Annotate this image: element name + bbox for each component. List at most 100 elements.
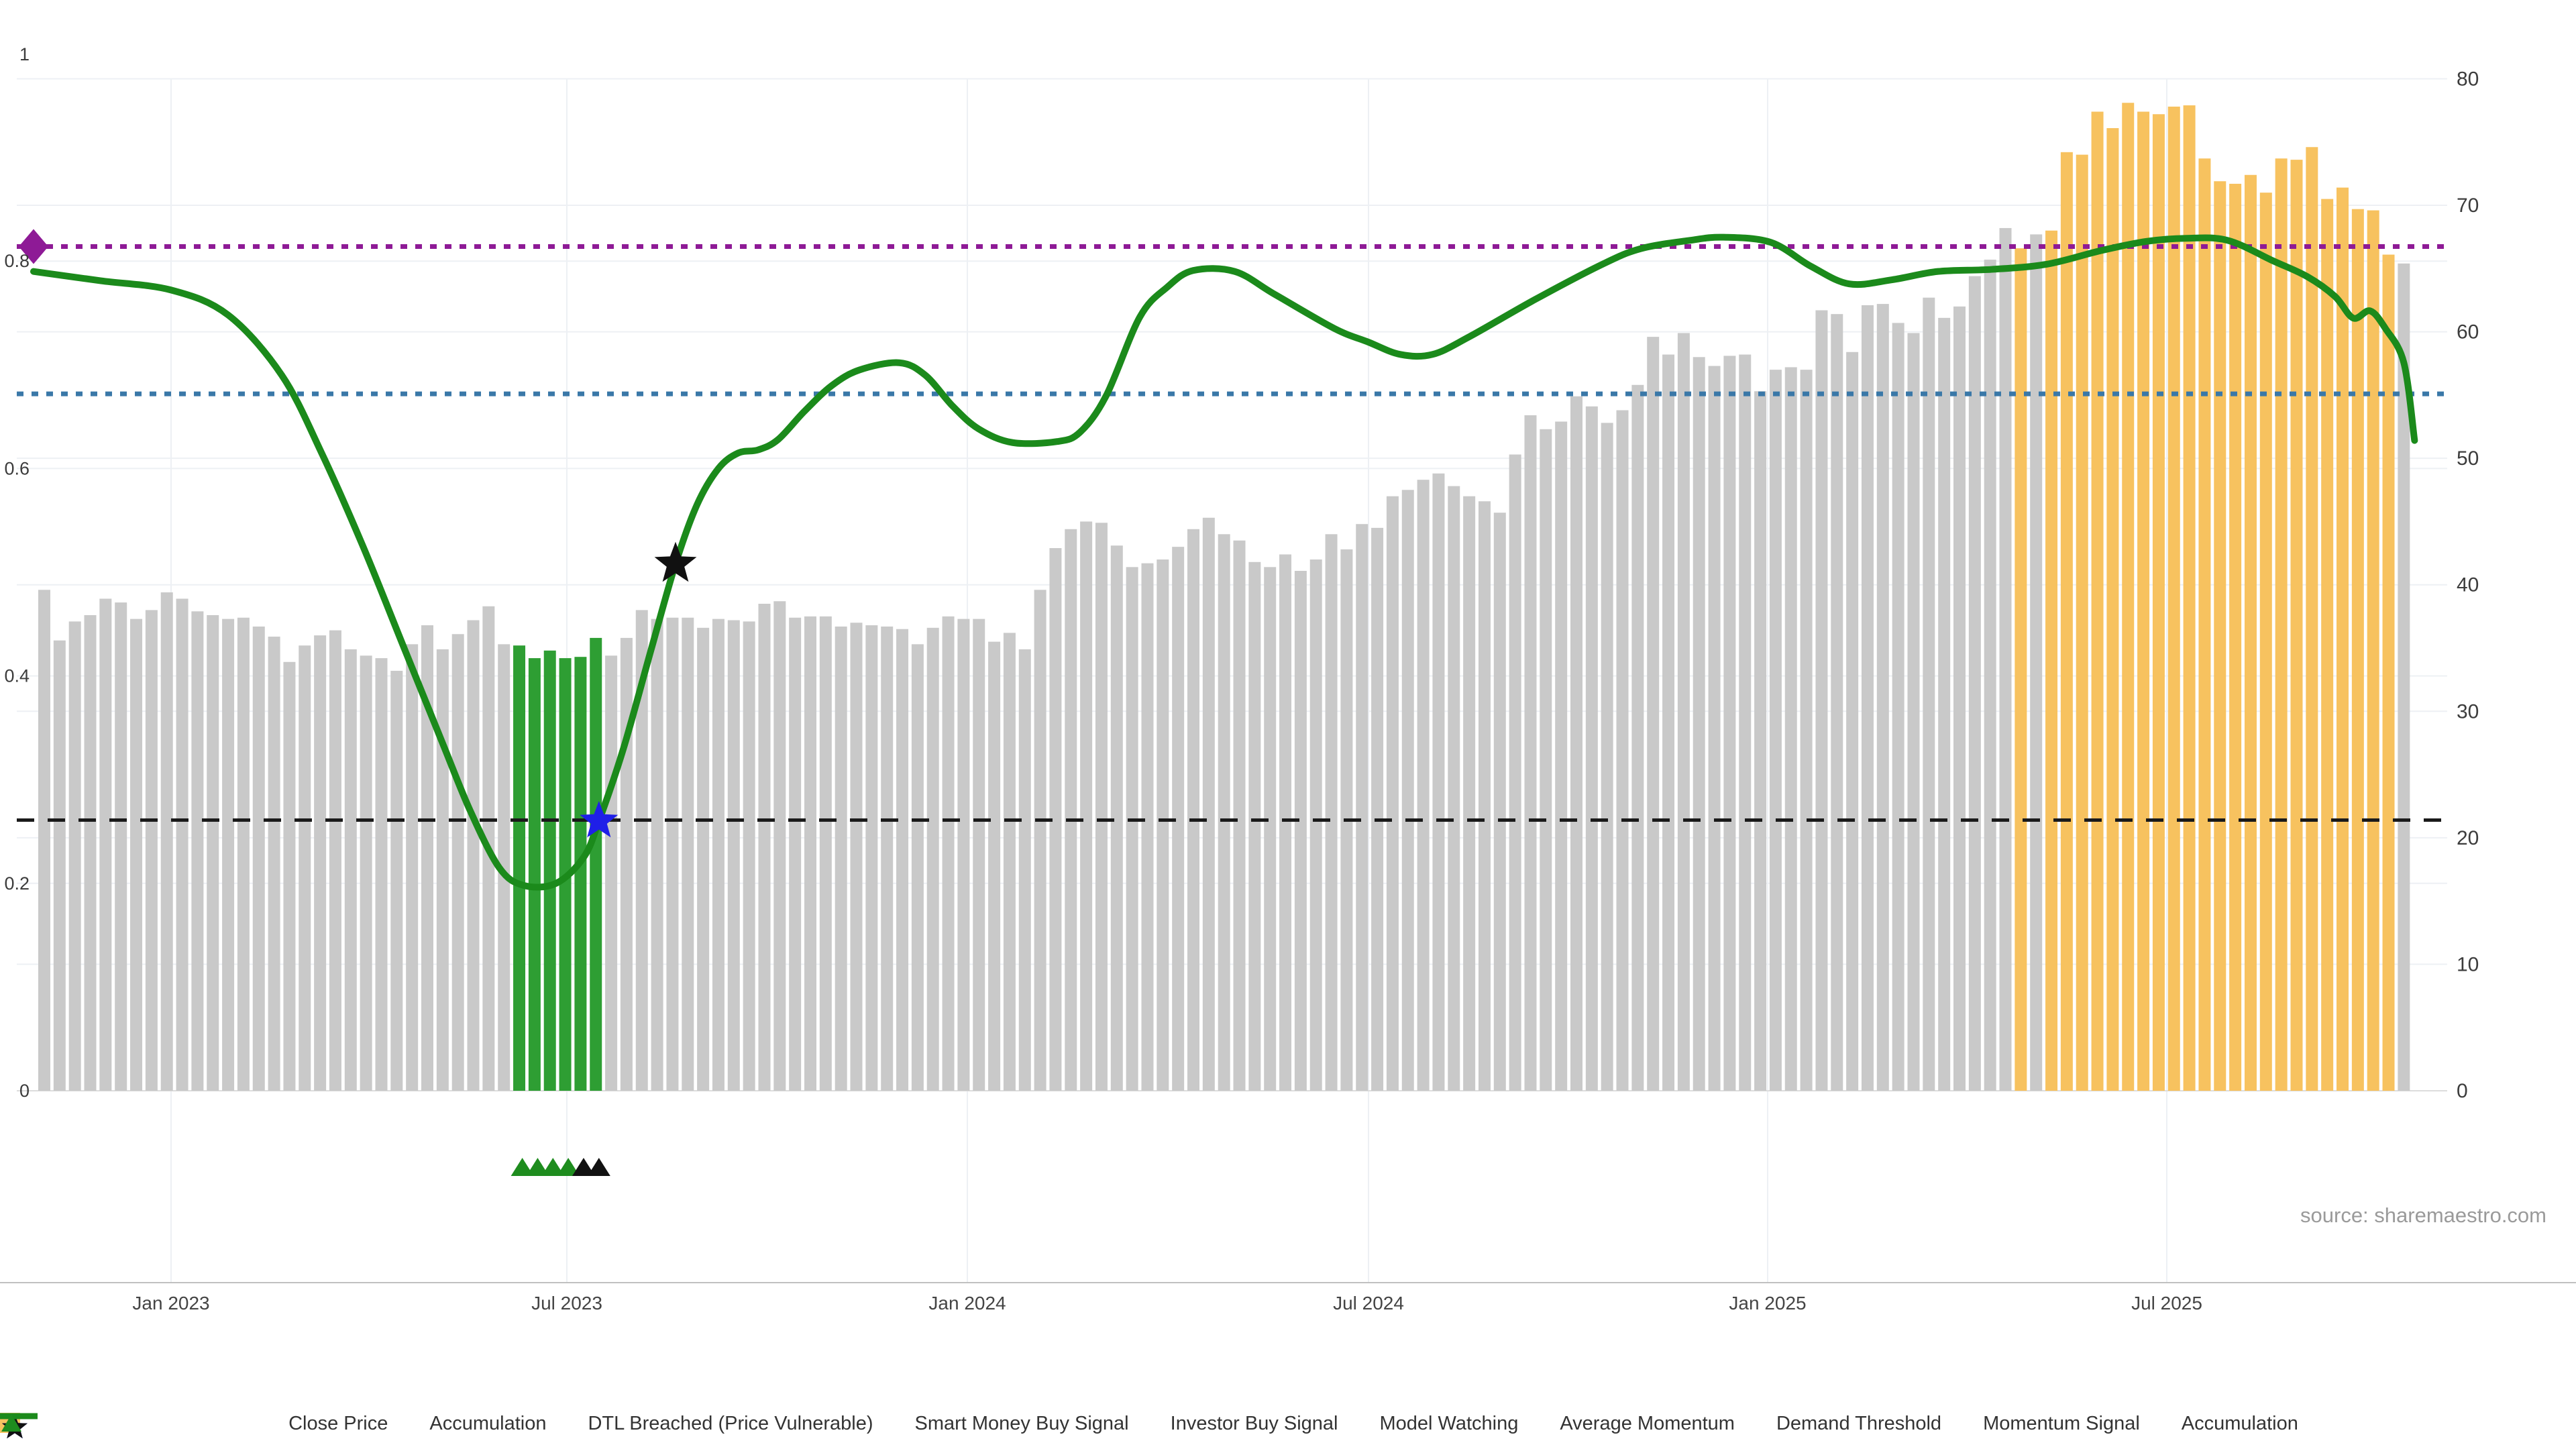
- bar-close-price: [605, 655, 618, 1091]
- bar-dtl-breached: [2015, 248, 2027, 1091]
- legend-item-label: Investor Buy Signal: [1170, 1413, 1338, 1434]
- bar-close-price: [1861, 305, 1874, 1091]
- bar-dtl-breached: [2152, 114, 2165, 1091]
- bar-close-price: [1876, 304, 1889, 1091]
- bar-close-price: [1892, 323, 1904, 1091]
- legend-item-label: Smart Money Buy Signal: [914, 1413, 1129, 1434]
- bar-close-price: [1264, 567, 1277, 1091]
- bar-close-price: [191, 611, 204, 1091]
- bar-close-price: [1846, 352, 1859, 1091]
- bar-dtl-breached: [2306, 147, 2318, 1091]
- smart-money-buy-star-icon: [580, 801, 619, 838]
- right-axis-tick-label: 30: [2457, 700, 2479, 722]
- bar-close-price: [160, 592, 173, 1091]
- bar-close-price: [68, 621, 81, 1091]
- legend-item-label: Average Momentum: [1560, 1413, 1735, 1434]
- bar-dtl-breached: [2351, 209, 2364, 1091]
- bar-close-price: [835, 626, 847, 1091]
- bar-close-price: [360, 655, 372, 1091]
- legend-item-dtl-breached-price-vulnerable-: DTL Breached (Price Vulnerable): [0, 1413, 873, 1435]
- bar-close-price: [421, 625, 433, 1091]
- bar-close-price: [1157, 559, 1169, 1091]
- bar-close-price: [1938, 317, 1951, 1091]
- bar-close-price: [1371, 527, 1384, 1091]
- bar-close-price: [314, 635, 327, 1091]
- accumulation-triangle-icon: [526, 1158, 549, 1176]
- bar-close-price: [99, 598, 112, 1091]
- bar-close-price: [1815, 310, 1828, 1091]
- bar-close-price: [1953, 306, 1966, 1091]
- bar-close-price: [1984, 260, 1996, 1091]
- left-axis-tick-label: 0.6: [4, 458, 30, 478]
- bar-close-price: [1126, 567, 1138, 1091]
- legend-item-momentum-signal: Momentum Signal: [0, 1413, 2140, 1435]
- bar-close-price: [697, 627, 710, 1091]
- legend-item-close-price: Close Price: [0, 1413, 388, 1435]
- bar-close-price: [299, 645, 311, 1091]
- bar-dtl-breached: [2122, 103, 2135, 1091]
- bar-dtl-breached: [2290, 160, 2303, 1091]
- bar-close-price: [237, 617, 250, 1091]
- bar-close-price: [1003, 633, 1016, 1091]
- bar-close-price: [666, 617, 679, 1091]
- bar-close-price: [1708, 366, 1721, 1091]
- bar-close-price: [38, 590, 50, 1091]
- bar-close-price: [1524, 415, 1537, 1091]
- bar-close-price: [207, 614, 219, 1091]
- bar-close-price: [635, 610, 648, 1091]
- bar-close-price: [268, 637, 280, 1091]
- legend-item-demand-threshold: Demand Threshold: [0, 1413, 1941, 1435]
- bar-close-price: [789, 617, 802, 1091]
- bar-close-price: [1769, 370, 1782, 1091]
- legend-item-accumulation: Accumulation: [0, 1413, 547, 1435]
- x-axis-tick-label: Jan 2024: [928, 1293, 1006, 1313]
- legend-item-label: Accumulation: [429, 1413, 547, 1434]
- bar-close-price: [1555, 421, 1568, 1091]
- bar-close-price: [1356, 524, 1368, 1091]
- bar-dtl-breached: [2259, 193, 2272, 1091]
- bar-close-price: [682, 617, 694, 1091]
- bar-dtl-breached: [2045, 230, 2058, 1091]
- bar-close-price: [1141, 563, 1154, 1091]
- bar-close-price: [881, 626, 894, 1091]
- bar-close-price: [1570, 396, 1582, 1091]
- legend-item-investor-buy-signal: Investor Buy Signal: [2, 1413, 1338, 1439]
- bar-dtl-breached: [2198, 158, 2211, 1091]
- bar-close-price: [804, 616, 816, 1091]
- x-axis-tick-label: Jan 2025: [1729, 1293, 1806, 1313]
- chart-legend: Close Price Accumulation DTL Breached (Pri…: [0, 1413, 2576, 1439]
- bar-accumulation: [543, 650, 556, 1091]
- right-axis-tick-label: 0: [2457, 1080, 2468, 1102]
- bar-close-price: [1432, 473, 1445, 1091]
- bar-dtl-breached: [2275, 158, 2288, 1091]
- left-axis-tick-label: 1: [19, 44, 30, 64]
- bar-close-price: [53, 640, 66, 1091]
- bar-close-price: [1049, 548, 1062, 1091]
- bar-close-price: [1080, 521, 1093, 1091]
- bar-dtl-breached: [2076, 154, 2088, 1091]
- bar-close-price: [957, 619, 970, 1091]
- legend-item-label: Model Watching: [1379, 1413, 1519, 1434]
- bar-close-price: [1110, 545, 1123, 1091]
- bar-close-price: [1754, 391, 1767, 1091]
- bar-close-price: [1448, 486, 1460, 1091]
- bar-close-price: [1034, 590, 1046, 1091]
- distribution-triangle-icon: [587, 1158, 610, 1176]
- bar-close-price: [1218, 534, 1230, 1091]
- bar-close-price: [130, 619, 143, 1091]
- bar-accumulation: [574, 657, 587, 1091]
- bar-close-price: [727, 620, 740, 1091]
- bar-close-price: [498, 644, 511, 1091]
- bar-close-price: [1616, 410, 1629, 1091]
- bar-close-price: [942, 616, 955, 1091]
- bar-close-price: [712, 619, 724, 1091]
- bar-close-price: [1647, 337, 1660, 1091]
- bar-close-price: [911, 644, 924, 1091]
- bar-dtl-breached: [2167, 106, 2180, 1091]
- bar-close-price: [1187, 529, 1199, 1091]
- bar-dtl-breached: [2091, 111, 2104, 1091]
- bar-close-price: [390, 670, 403, 1091]
- bar-close-price: [1662, 354, 1675, 1091]
- bar-close-price: [84, 614, 97, 1091]
